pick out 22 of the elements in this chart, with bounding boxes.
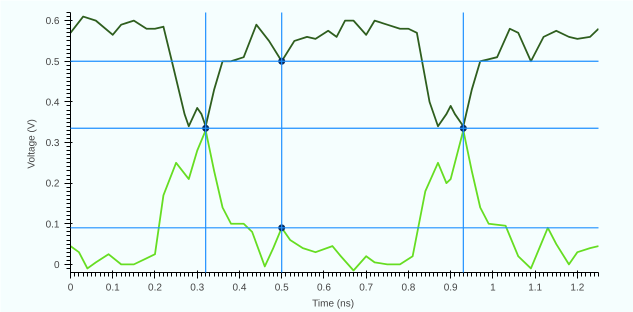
y-tick-label: 0.1 [46, 219, 60, 230]
x-tick-label: 0.1 [106, 282, 120, 294]
x-tick-label: 0.3 [190, 282, 205, 294]
y-axis-title: Voltage (V) [26, 119, 38, 169]
y-tick-label: 0.5 [46, 56, 60, 68]
x-tick-label: 0.4 [232, 282, 247, 294]
x-axis-title: Time (ns) [312, 298, 354, 310]
x-tick-label: 1.1 [528, 282, 543, 294]
x-tick-label: 0.5 [274, 282, 290, 294]
y-tick-label: 0.4 [46, 97, 60, 108]
x-tick-label: 0.6 [316, 282, 332, 294]
y-tick-label: 0.3 [46, 138, 60, 149]
x-tick-label: 0.8 [401, 282, 416, 294]
y-tick-label: 0.6 [46, 16, 60, 28]
x-tick-label: 0.9 [444, 282, 458, 294]
y-tick-label: 0 [54, 260, 60, 271]
y-tick-label: 0.2 [46, 178, 60, 190]
x-tick-label: 1 [490, 282, 496, 294]
x-tick-label: 0 [68, 282, 74, 294]
x-tick-label: 0.2 [148, 282, 162, 294]
x-tick-label: 0.7 [359, 282, 374, 294]
x-tick-label: 1.2 [570, 282, 585, 294]
